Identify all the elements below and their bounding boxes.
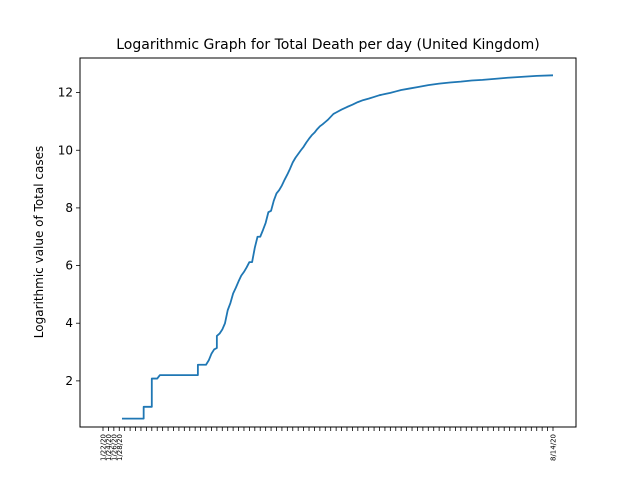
- x-tick-label: 1/22/20: [100, 434, 108, 461]
- y-tick-label: 6: [65, 259, 73, 273]
- y-axis-label: Logarithmic value of Total cases: [32, 146, 46, 338]
- y-axis: 2 4 6 8 10 12: [58, 86, 80, 388]
- y-tick-label: 12: [58, 86, 73, 100]
- y-tick-label: 4: [65, 316, 73, 330]
- x-axis: 1/22/201/24/201/26/201/28/20 8/14/20: [100, 427, 558, 461]
- x-tick-label: 1/24/20: [105, 434, 113, 461]
- y-tick-label: 10: [58, 143, 73, 157]
- chart-title: Logarithmic Graph for Total Death per da…: [116, 37, 540, 53]
- x-tick-label: 1/28/20: [116, 434, 124, 461]
- y-tick-label: 2: [65, 374, 73, 388]
- x-tick-label: 1/26/20: [110, 434, 118, 461]
- y-tick-label: 8: [65, 201, 73, 215]
- series-line: [121, 74, 554, 420]
- plot-area: [79, 57, 577, 428]
- x-tick-label: 8/14/20: [550, 434, 558, 461]
